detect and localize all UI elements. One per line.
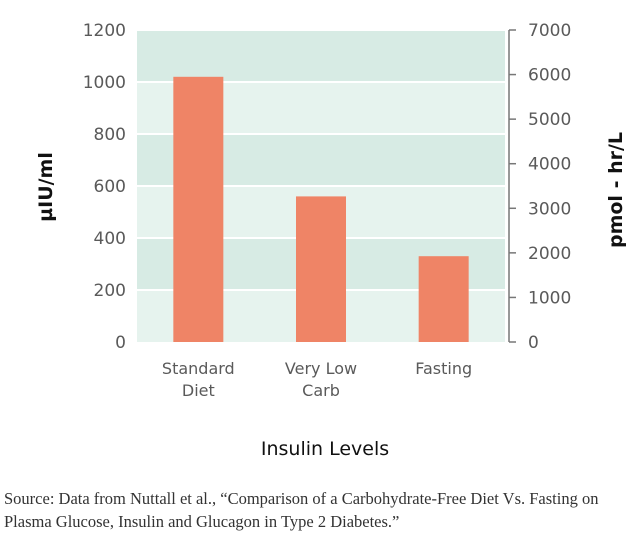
- category-label-line: Diet: [182, 381, 215, 400]
- category-label: Very Low Carb: [285, 359, 357, 400]
- category-labels: Standard Diet Very Low Carb Fasting: [162, 359, 472, 400]
- bar: [418, 256, 469, 342]
- right-tick-label: 0: [528, 333, 539, 353]
- bars: [173, 76, 469, 343]
- right-tick-label: 7000: [528, 21, 571, 41]
- left-axis-title: µIU/ml: [35, 152, 57, 222]
- category-label-line: Carb: [302, 381, 340, 400]
- right-tick-label: 1000: [528, 288, 571, 308]
- right-tick-label: 2000: [528, 244, 571, 264]
- source-citation: Source: Data from Nuttall et al., “Compa…: [4, 489, 599, 531]
- right-tick-label: 6000: [528, 66, 571, 86]
- left-tick-label: 1000: [83, 73, 126, 93]
- category-label-line: Very Low: [285, 359, 357, 378]
- left-tick-label: 800: [94, 125, 126, 145]
- background-band: [137, 30, 505, 82]
- right-axis: 0 1000 2000 3000 4000 5000 6000 7000: [508, 21, 571, 353]
- left-tick-label: 200: [94, 281, 126, 301]
- right-tick-label: 3000: [528, 199, 571, 219]
- right-axis-title: pmol - hr/L: [605, 132, 627, 248]
- right-tick-label: 4000: [528, 155, 571, 175]
- left-tick-label: 600: [94, 177, 126, 197]
- category-label-line: Standard: [162, 359, 235, 378]
- bar: [173, 76, 224, 343]
- left-tick-label: 0: [115, 333, 126, 353]
- chart-title: Insulin Levels: [261, 438, 389, 460]
- category-label-line: Fasting: [415, 359, 472, 378]
- insulin-bar-chart: 0 200 400 600 800 1000 1200 0 1000 2000 3000 4000 5…: [35, 21, 627, 460]
- category-label: Standard Diet: [162, 359, 235, 400]
- right-tick-label: 5000: [528, 110, 571, 130]
- left-axis-ticks: 0 200 400 600 800 1000 1200: [83, 21, 126, 353]
- bar: [296, 196, 346, 342]
- left-tick-label: 400: [94, 229, 126, 249]
- left-tick-label: 1200: [83, 21, 126, 41]
- category-label: Fasting: [415, 359, 472, 378]
